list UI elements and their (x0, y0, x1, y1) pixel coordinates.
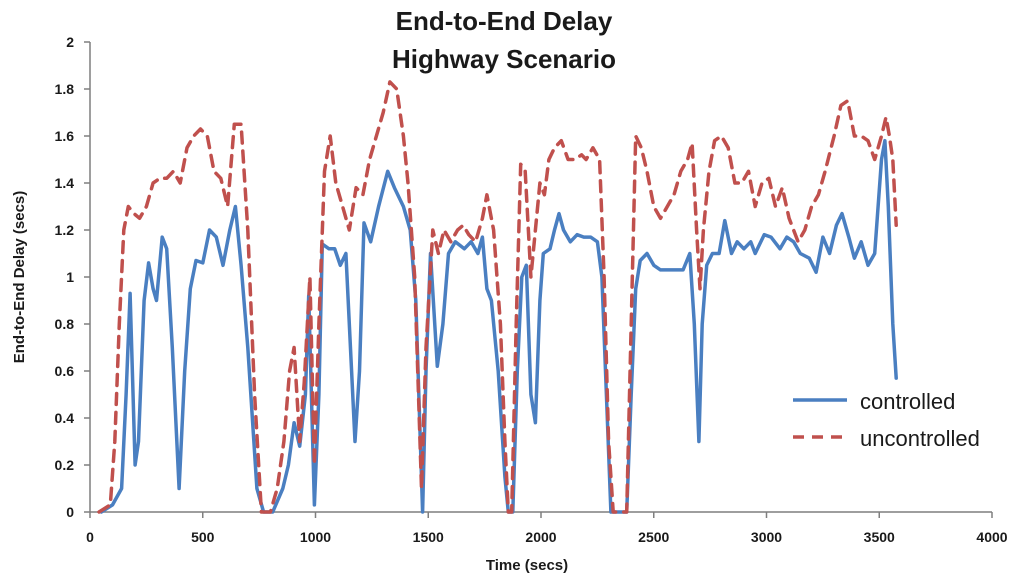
series-group (97, 80, 898, 514)
x-tick-label: 0 (86, 529, 94, 545)
y-tick-label: 1.6 (55, 128, 75, 144)
legend-label-uncontrolled: uncontrolled (860, 426, 980, 451)
x-ticks: 0 500 1000 1500 2000 2500 3000 3500 4000 (86, 512, 1008, 545)
x-tick-label: 2000 (525, 529, 556, 545)
legend: controlled uncontrolled (793, 389, 980, 451)
y-tick-label: 0 (66, 504, 74, 520)
x-tick-label: 4000 (976, 529, 1007, 545)
y-tick-label: 2 (66, 34, 74, 50)
y-tick-label: 0.4 (55, 410, 75, 426)
y-tick-label: 1.8 (55, 81, 75, 97)
y-tick-label: 0.6 (55, 363, 75, 379)
y-tick-label: 1.2 (55, 222, 75, 238)
x-tick-label: 2500 (638, 529, 669, 545)
x-tick-label: 3000 (751, 529, 782, 545)
legend-label-controlled: controlled (860, 389, 955, 414)
x-tick-label: 3500 (864, 529, 895, 545)
x-axis-label: Time (secs) (486, 557, 568, 574)
x-tick-label: 500 (191, 529, 215, 545)
chart-subtitle: Highway Scenario (392, 44, 616, 74)
y-tick-label: 0.8 (55, 316, 75, 332)
y-ticks: 0 0.2 0.4 0.6 0.8 1 1.2 1.4 1.6 1.8 2 (55, 34, 90, 520)
chart-title: End-to-End Delay (396, 6, 613, 36)
y-tick-label: 0.2 (55, 457, 75, 473)
y-axis-label: End-to-End Delay (secs) (11, 191, 28, 364)
y-tick-label: 1.4 (55, 175, 75, 191)
y-tick-label: 1 (66, 269, 74, 285)
x-tick-label: 1500 (413, 529, 444, 545)
series-line-uncontrolled (97, 80, 898, 514)
x-tick-label: 1000 (300, 529, 331, 545)
